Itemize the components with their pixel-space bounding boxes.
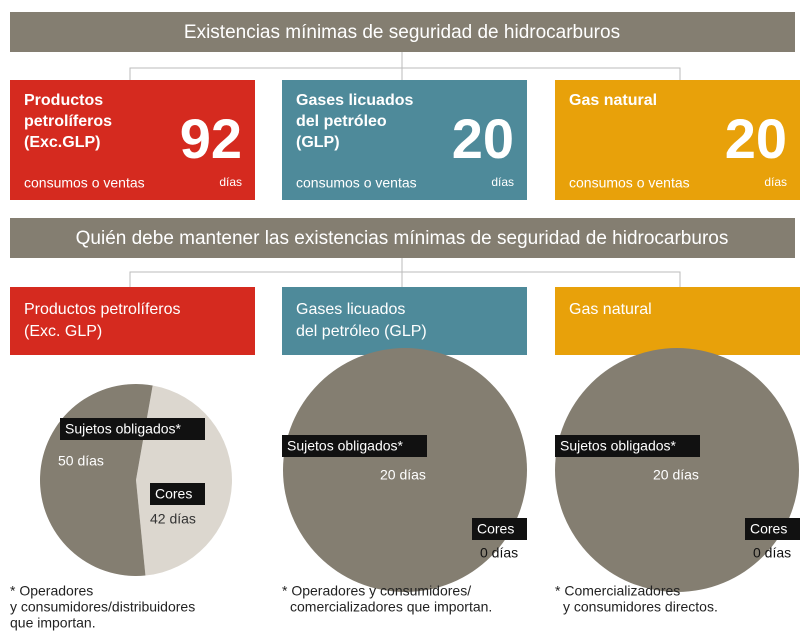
section-card <box>10 287 255 355</box>
card-value: 92 <box>180 107 242 170</box>
footnote: y consumidores/distribuidores <box>10 599 195 615</box>
slice-value: 0 días <box>480 545 518 561</box>
slice-name: Cores <box>155 486 192 502</box>
slice-name: Sujetos obligados* <box>65 421 182 437</box>
slice-name: Cores <box>750 521 787 537</box>
card-days: días <box>764 175 787 189</box>
card-label: (GLP) <box>296 134 340 151</box>
footnote: * Operadores <box>10 583 93 599</box>
section-label: Productos petrolíferos <box>24 301 181 318</box>
card-label: Gas natural <box>569 92 657 109</box>
connector <box>129 52 681 80</box>
pie-slice <box>136 385 232 576</box>
slice-name: Sujetos obligados* <box>560 438 677 454</box>
header-title: Existencias mínimas de seguridad de hidr… <box>184 22 620 43</box>
header-bar <box>10 12 795 52</box>
card-sub: consumos o ventas <box>296 175 417 191</box>
footnote: comercializadores que importan. <box>290 599 492 615</box>
slice-name: Sujetos obligados* <box>287 438 404 454</box>
label-box <box>555 435 700 457</box>
card <box>282 80 527 200</box>
card-days: días <box>491 175 514 189</box>
label-box <box>282 435 427 457</box>
pie-slice <box>283 348 527 592</box>
slice-value: 20 días <box>653 467 699 483</box>
card-label: (Exc.GLP) <box>24 134 100 151</box>
label-box <box>150 483 205 505</box>
label-box <box>472 518 527 540</box>
card-label: del petróleo <box>296 113 387 130</box>
connector <box>129 258 681 287</box>
card-days: días <box>219 175 242 189</box>
card-label: Gases licuados <box>296 92 413 109</box>
header-bar <box>10 218 795 258</box>
section-label: (Exc. GLP) <box>24 323 102 340</box>
section-label: del petróleo (GLP) <box>296 323 427 340</box>
label-box <box>745 518 800 540</box>
footnote: * Comercializadores <box>555 583 680 599</box>
section-card <box>282 287 527 355</box>
card-label: Productos <box>24 92 103 109</box>
footnote: que importan. <box>10 615 96 631</box>
footnote: y consumidores directos. <box>563 599 718 615</box>
header-title: Quién debe mantener las existencias míni… <box>76 228 729 249</box>
slice-value: 50 días <box>58 453 104 469</box>
slice-value: 42 días <box>150 511 196 527</box>
card <box>555 80 800 200</box>
card <box>10 80 255 200</box>
footnote: * Operadores y consumidores/ <box>282 583 471 599</box>
section-label: Gas natural <box>569 301 652 318</box>
card-sub: consumos o ventas <box>24 175 145 191</box>
section-label: Gases licuados <box>296 301 405 318</box>
slice-name: Cores <box>477 521 514 537</box>
card-value: 20 <box>725 107 787 170</box>
pie-slice <box>555 348 799 592</box>
card-value: 20 <box>452 107 514 170</box>
section-card <box>555 287 800 355</box>
label-box <box>60 418 205 440</box>
slice-value: 0 días <box>753 545 791 561</box>
card-sub: consumos o ventas <box>569 175 690 191</box>
slice-value: 20 días <box>380 467 426 483</box>
card-label: petrolíferos <box>24 113 112 130</box>
pie-slice <box>39 384 153 576</box>
